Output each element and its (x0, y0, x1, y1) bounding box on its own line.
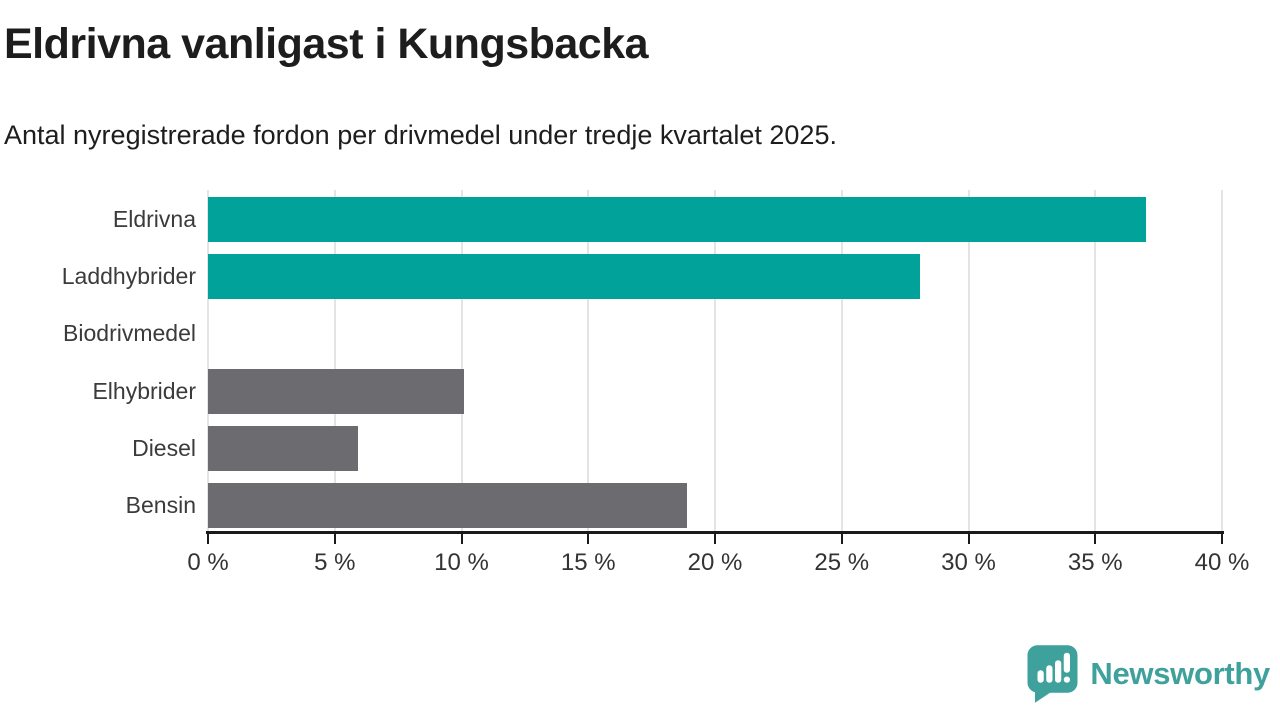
x-tick-label: 25 % (814, 549, 870, 576)
gridline (1094, 190, 1097, 533)
gridline (460, 190, 463, 533)
x-axis-tick (587, 534, 590, 544)
category-label: Biodrivmedel (63, 320, 196, 347)
x-axis-tick (333, 534, 336, 544)
x-axis-tick (714, 534, 716, 544)
x-tick-label: 15 % (560, 549, 616, 576)
plot-area (206, 190, 1224, 544)
category-label: Elhybrider (92, 377, 196, 404)
category-label: Diesel (132, 434, 196, 461)
gridline (967, 190, 970, 533)
gridline (714, 190, 716, 533)
x-tick-label: 10 % (434, 549, 489, 576)
x-axis-tick (207, 534, 209, 544)
x-tick-label: 30 % (941, 549, 996, 576)
category-label: Eldrivna (112, 206, 196, 232)
x-tick-label: 20 % (687, 549, 743, 576)
chart-title: Eldrivna vanligast i Kungsbacka (4, 20, 649, 68)
gridline (587, 190, 590, 533)
newsworthy-logo: Newsworthy (1025, 644, 1270, 704)
x-axis-tick (1094, 534, 1097, 544)
newsworthy-logo-icon (1027, 645, 1078, 703)
gridline (207, 190, 209, 533)
x-tick-label: 5 % (314, 549, 356, 576)
bar-laddhybrider (208, 254, 921, 300)
x-axis-tick (967, 534, 970, 544)
x-tick-label: 40 % (1194, 549, 1250, 576)
x-axis-tick (840, 534, 843, 544)
bar-diesel (208, 425, 358, 471)
x-axis-tick (1221, 534, 1223, 544)
x-axis-tick (460, 534, 463, 544)
gridline (333, 190, 336, 533)
newsworthy-logo-text: Newsworthy (1090, 656, 1270, 691)
x-tick-label: 0 % (187, 549, 229, 576)
bar-bensin (208, 483, 688, 528)
bar-eldrivna (208, 197, 1146, 242)
category-label: Bensin (125, 492, 196, 518)
gridline (1221, 190, 1223, 533)
gridline (840, 190, 843, 533)
bar-elhybrider (208, 368, 465, 414)
chart-subtitle: Antal nyregistrerade fordon per drivmede… (4, 120, 837, 150)
x-axis-line (206, 531, 1224, 534)
category-label: Laddhybrider (61, 263, 196, 290)
x-tick-label: 35 % (1067, 549, 1123, 576)
